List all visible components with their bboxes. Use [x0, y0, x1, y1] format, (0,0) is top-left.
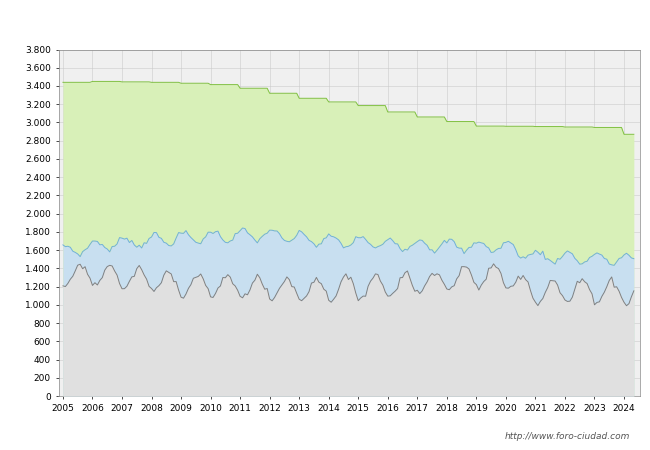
Text: http://www.foro-ciudad.com: http://www.foro-ciudad.com [505, 432, 630, 441]
Text: Pozo Alcón - Evolucion de la poblacion en edad de Trabajar Mayo de 2024: Pozo Alcón - Evolucion de la poblacion e… [79, 17, 571, 30]
